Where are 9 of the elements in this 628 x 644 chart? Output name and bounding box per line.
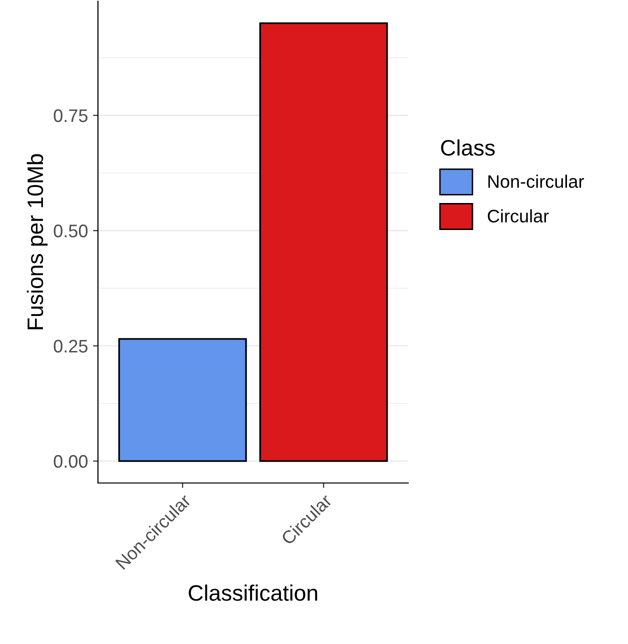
y-tick-label: 0.50 [54, 224, 88, 238]
legend-label: Circular [488, 209, 549, 222]
y-tick-label: 0.75 [54, 109, 88, 122]
legend-title: Class [441, 139, 495, 156]
y-axis-title: Fusions per 10Mb [26, 154, 48, 330]
y-tick-label: 0.25 [54, 340, 88, 353]
y-tick-label: 0.00 [54, 455, 88, 468]
legend-label: Non-circular [488, 174, 584, 188]
x-axis-title: Classification [188, 584, 318, 601]
